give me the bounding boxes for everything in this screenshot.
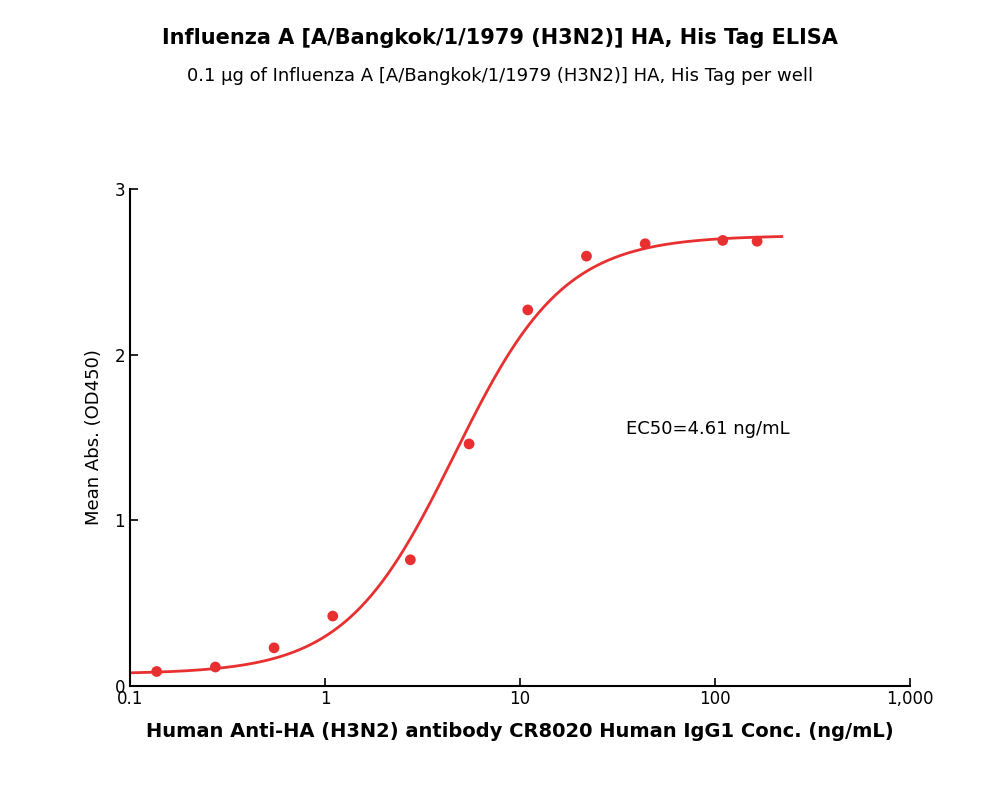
Point [149, 665, 165, 678]
Point [749, 235, 765, 247]
Point [325, 610, 341, 623]
Text: EC50=4.61 ng/mL: EC50=4.61 ng/mL [626, 420, 790, 438]
Point [520, 303, 536, 316]
Point [207, 660, 223, 673]
Y-axis label: Mean Abs. (OD450): Mean Abs. (OD450) [85, 349, 103, 526]
Text: 0.1 μg of Influenza A [A/Bangkok/1/1979 (H3N2)] HA, His Tag per well: 0.1 μg of Influenza A [A/Bangkok/1/1979 … [187, 67, 813, 85]
Point [715, 234, 731, 247]
Text: Influenza A [A/Bangkok/1/1979 (H3N2)] HA, His Tag ELISA: Influenza A [A/Bangkok/1/1979 (H3N2)] HA… [162, 28, 838, 47]
Point [637, 237, 653, 250]
Point [402, 553, 418, 566]
Point [578, 250, 594, 262]
Point [461, 437, 477, 450]
Point [266, 641, 282, 654]
X-axis label: Human Anti-HA (H3N2) antibody CR8020 Human IgG1 Conc. (ng/mL): Human Anti-HA (H3N2) antibody CR8020 Hum… [146, 723, 894, 742]
